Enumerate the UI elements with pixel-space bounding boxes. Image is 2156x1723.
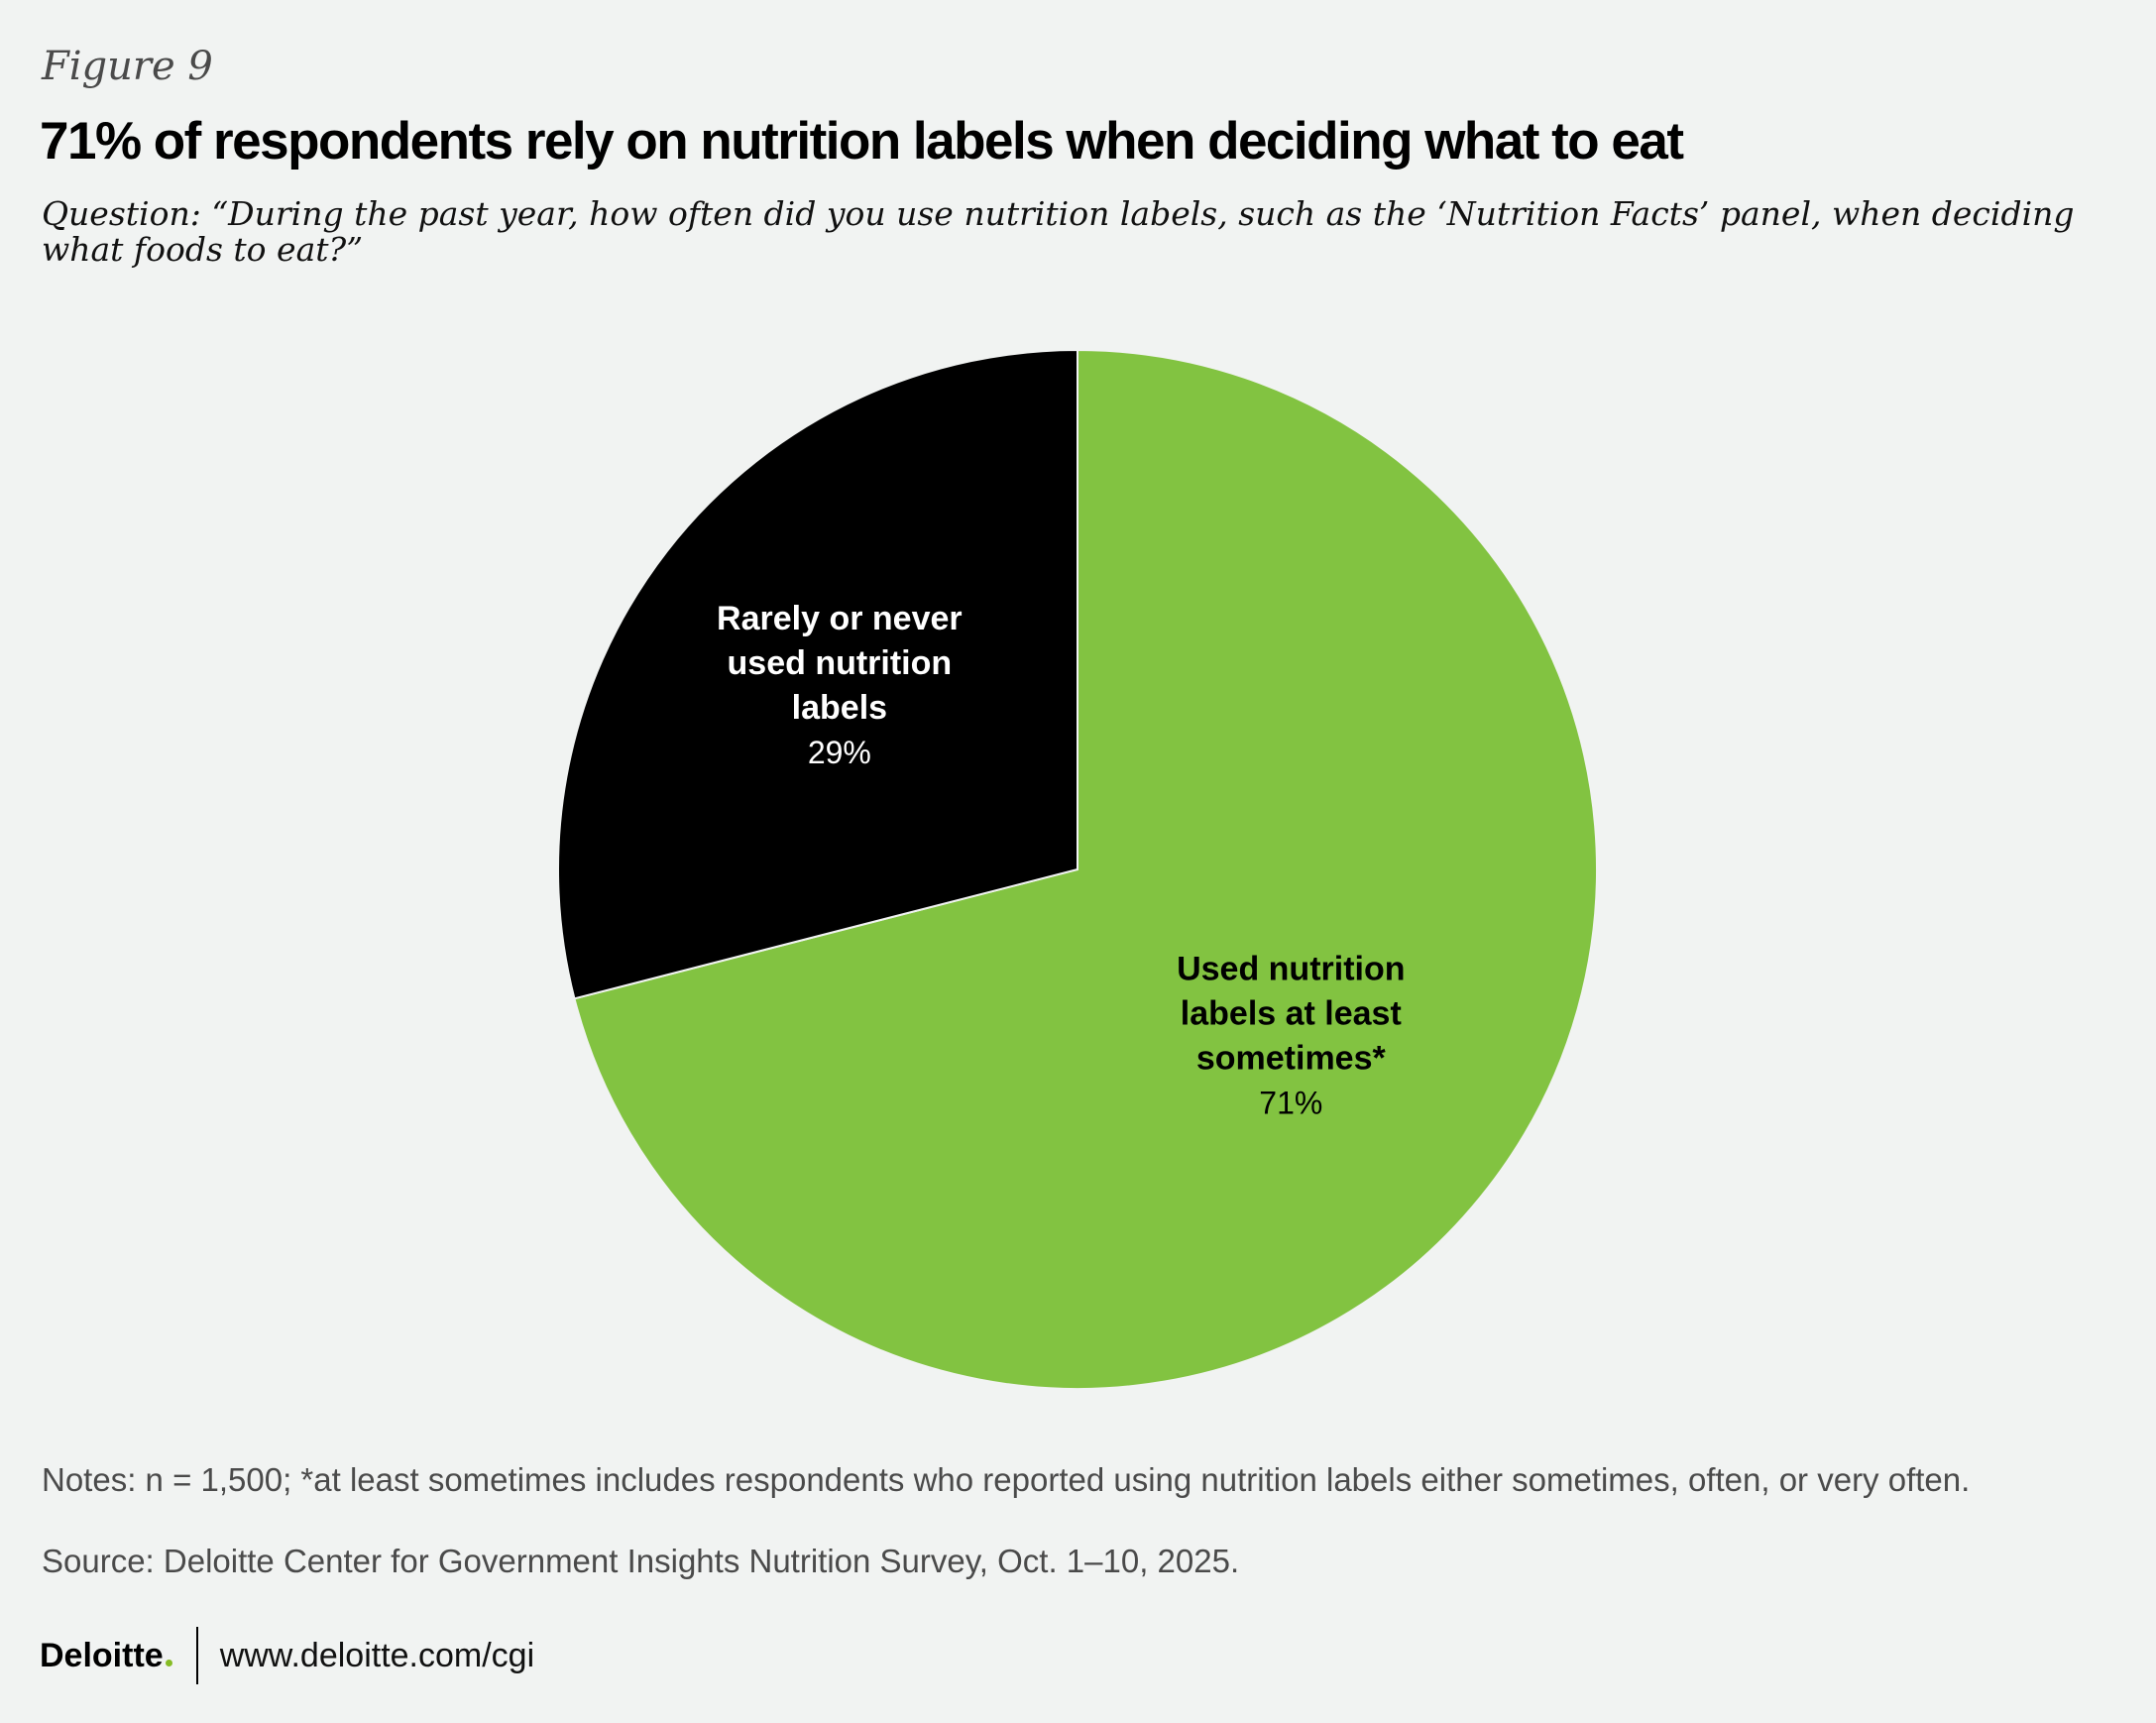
logo-dot bbox=[165, 1659, 172, 1666]
slice-label-line: labels at least bbox=[1181, 995, 1402, 1033]
footer: Deloitte www.deloitte.com/cgi bbox=[40, 1626, 534, 1685]
survey-question: Question: “During the past year, how oft… bbox=[42, 194, 2075, 269]
slice-label-line: Rarely or never bbox=[717, 600, 963, 637]
chart-title: 71% of respondents rely on nutrition lab… bbox=[40, 112, 1684, 171]
slice-label-line: used nutrition bbox=[728, 644, 953, 682]
deloitte-logo: Deloitte bbox=[40, 1637, 172, 1675]
pie-chart: Used nutrition labels at least sometimes* 7… bbox=[557, 348, 1598, 1390]
pie-slice-1 bbox=[573, 348, 1598, 1390]
slice-label-line: Used nutrition bbox=[1177, 951, 1405, 988]
slice-value-label: 71% bbox=[1259, 1086, 1322, 1121]
pie-slice-2 bbox=[557, 348, 1078, 1000]
footer-divider bbox=[195, 1627, 198, 1684]
slice-label-2: Rarely or never used nutrition labels 29% bbox=[717, 600, 963, 770]
slice-label-1: Used nutrition labels at least sometimes* 7… bbox=[1177, 951, 1405, 1121]
footer-url-link[interactable]: www.deloitte.com/cgi bbox=[219, 1636, 535, 1674]
chart-source: Source: Deloitte Center for Government I… bbox=[42, 1543, 1240, 1579]
chart-notes: Notes: n = 1,500; *at least sometimes in… bbox=[42, 1461, 1971, 1498]
logo-text: Deloitte bbox=[40, 1636, 164, 1674]
slice-value-label: 29% bbox=[808, 735, 871, 770]
figure-label: Figure 9 bbox=[42, 44, 213, 89]
slice-label-line: labels bbox=[792, 689, 887, 727]
slice-label-line: sometimes* bbox=[1196, 1040, 1387, 1078]
